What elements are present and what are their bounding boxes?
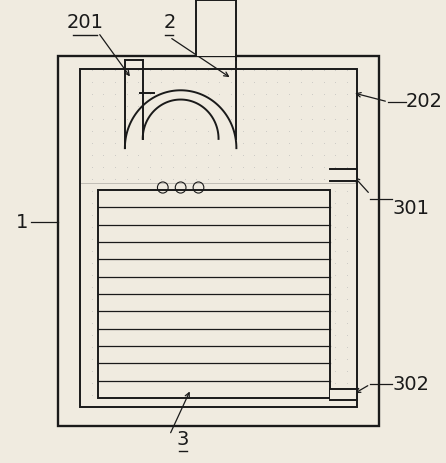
- Bar: [330, 169, 357, 181]
- Bar: [98, 190, 330, 398]
- Bar: [98, 190, 330, 398]
- Text: 1: 1: [16, 213, 29, 232]
- Bar: [80, 69, 357, 407]
- Text: 2: 2: [163, 13, 176, 32]
- Text: 202: 202: [406, 92, 443, 112]
- Text: 302: 302: [392, 375, 429, 394]
- Bar: [58, 56, 379, 426]
- Text: 301: 301: [392, 199, 429, 218]
- Bar: [196, 0, 236, 56]
- Wedge shape: [125, 90, 236, 148]
- Text: 3: 3: [177, 430, 189, 449]
- Bar: [330, 389, 357, 400]
- Text: 201: 201: [66, 13, 103, 32]
